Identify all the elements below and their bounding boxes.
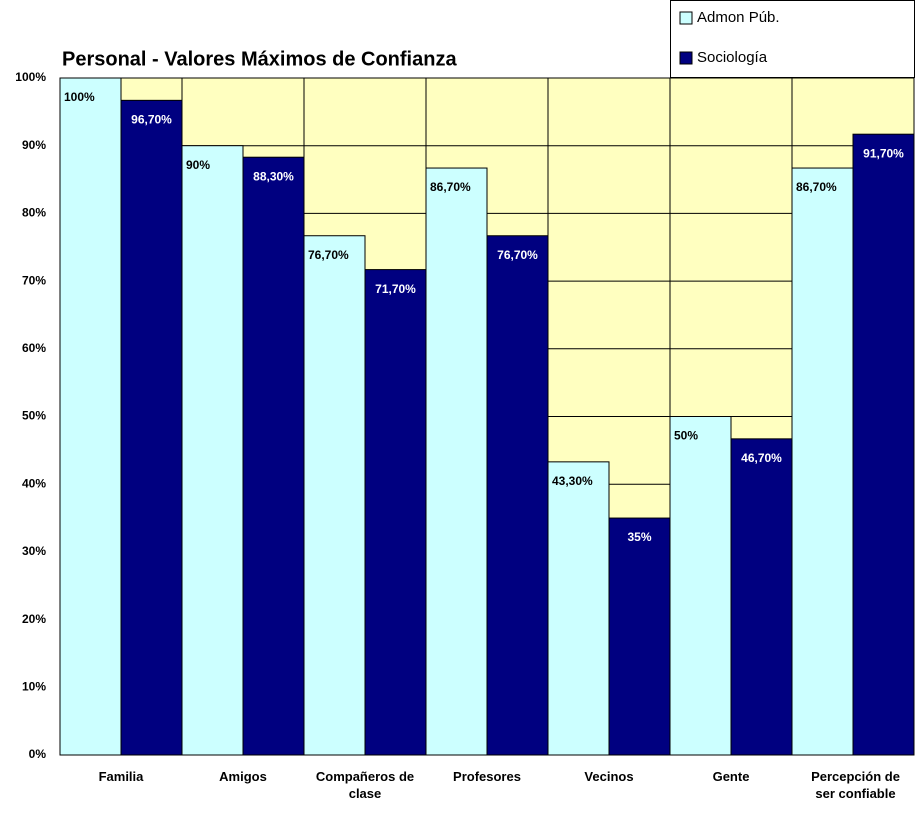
x-tick-label: Amigos [219, 769, 267, 784]
x-tick-label: Gente [712, 769, 750, 784]
bar [303, 235, 366, 756]
x-tick-label: Percepción de ser confiable [811, 769, 900, 801]
data-label: 71,70% [375, 282, 416, 296]
data-label: 90% [186, 158, 210, 172]
bar [547, 461, 610, 756]
x-tick-label: Compañeros de clase [315, 769, 415, 801]
legend-label: Sociología [697, 49, 768, 66]
legend-swatch [679, 51, 693, 65]
bar [120, 99, 183, 756]
bar [669, 416, 732, 756]
bar [181, 145, 244, 756]
y-tick-label: 80% [22, 206, 46, 220]
y-tick-label: 90% [22, 138, 46, 152]
legend-box [670, 0, 915, 78]
data-label: 43,30% [552, 474, 593, 488]
data-label: 50% [674, 429, 698, 443]
legend-label: Admon Púb. [697, 9, 780, 26]
data-label: 86,70% [796, 180, 837, 194]
data-label: 86,70% [430, 180, 471, 194]
legend-swatch [679, 11, 693, 25]
y-tick-label: 50% [22, 409, 46, 423]
bar [364, 269, 427, 756]
y-tick-label: 0% [29, 747, 47, 761]
y-tick-label: 100% [15, 70, 46, 84]
x-tick-label: Profesores [453, 769, 521, 784]
y-tick-label: 70% [22, 273, 46, 287]
data-label: 46,70% [741, 451, 782, 465]
bar [608, 517, 671, 756]
x-tick-label: Familia [98, 769, 144, 784]
data-label: 76,70% [497, 248, 538, 262]
x-tick-label: Vecinos [584, 769, 634, 784]
bar [791, 167, 854, 756]
y-tick-label: 40% [22, 476, 46, 490]
bar [59, 77, 122, 756]
bar [486, 235, 549, 756]
y-tick-label: 10% [22, 679, 46, 693]
data-label: 96,70% [131, 113, 172, 127]
y-tick-label: 20% [22, 612, 46, 626]
bar [730, 438, 793, 756]
bar [242, 156, 305, 756]
data-label: 91,70% [863, 146, 904, 160]
data-label: 76,70% [308, 248, 349, 262]
chart-title: Personal - Valores Máximos de Confianza [62, 48, 457, 70]
data-label: 35% [627, 530, 651, 544]
bar [852, 133, 915, 756]
y-tick-label: 30% [22, 544, 46, 558]
data-label: 100% [64, 90, 95, 104]
data-label: 88,30% [253, 169, 294, 183]
y-tick-label: 60% [22, 341, 46, 355]
bar [425, 167, 488, 756]
